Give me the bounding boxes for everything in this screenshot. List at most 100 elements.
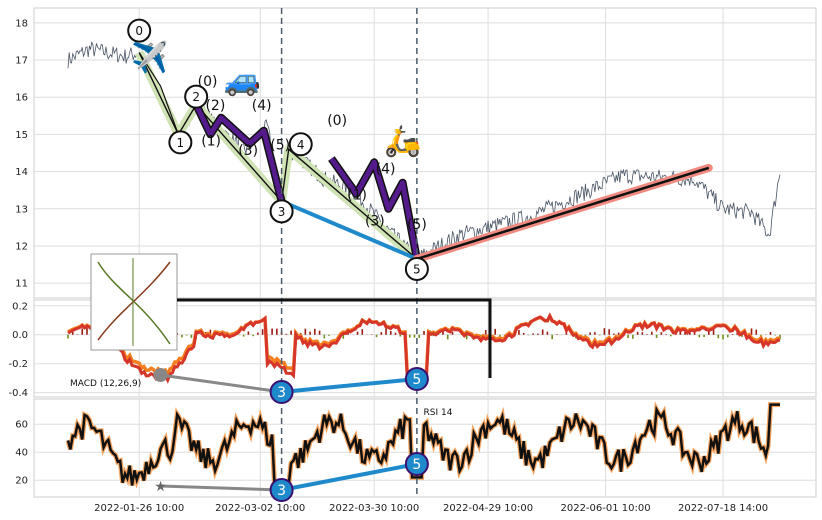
rsi-divergence-label: 3: [277, 483, 286, 499]
macd-histogram-bar: [423, 331, 425, 335]
macd-histogram-bar: [494, 328, 496, 335]
y-tick-label: 14: [15, 167, 28, 178]
macd-histogram-bar: [627, 334, 629, 339]
y-tick-label: 11: [15, 279, 28, 290]
wave-point-marker: [168, 130, 193, 155]
macd-histogram-bar: [670, 334, 672, 337]
macd-grey-line: [160, 373, 282, 394]
wave-point-marker: [288, 132, 313, 157]
macd-panel-label: MACD (12,26,9): [70, 379, 141, 389]
inset-curve: [97, 261, 171, 345]
y-tick-label: 60: [15, 420, 28, 431]
subwave-line: [193, 103, 285, 202]
macd-histogram-bar: [608, 329, 610, 335]
macd-histogram-bar: [304, 328, 307, 335]
macd-histogram-bar: [712, 329, 715, 335]
wave-point-label: 1: [177, 136, 185, 150]
subwave-label: (0): [198, 74, 218, 90]
y-tick-label: -0.4: [8, 388, 28, 399]
x-tick-label: 2022-03-30 10:00: [329, 503, 419, 514]
y-tick-label: -0.2: [8, 359, 28, 370]
macd-histogram-bar: [86, 328, 88, 335]
macd-histogram-bar: [684, 330, 686, 335]
wave-point-label: 3: [278, 205, 286, 219]
wave-leg-0-1: [138, 52, 179, 135]
macd-histogram-bar: [185, 334, 188, 336]
wave-point-marker: [184, 84, 209, 109]
trend-line: [416, 166, 710, 261]
macd-divergence-label: 5: [412, 372, 421, 388]
macd-histogram-bar: [247, 331, 250, 335]
price-panel: [33, 7, 817, 299]
macd-histogram-bar: [693, 331, 696, 335]
main-wave-line: [138, 52, 418, 260]
macd-histogram-bar: [290, 330, 292, 335]
macd-histogram-bar: [276, 328, 278, 335]
macd-histogram-bar: [551, 334, 553, 340]
y-tick-label: 18: [15, 18, 28, 29]
x-tick-label: 2022-06-01 10:00: [560, 503, 650, 514]
macd-histogram-bar: [67, 334, 69, 339]
rsi-divergence-marker: [404, 452, 429, 476]
macd-histogram-bar: [774, 334, 777, 336]
macd-histogram-bar: [465, 334, 468, 340]
macd-histogram-bar: [636, 331, 639, 335]
macd-histogram-bar: [617, 332, 620, 335]
macd-histogram-bar: [537, 333, 539, 335]
macd-histogram-bar: [613, 333, 615, 335]
macd-histogram-bar: [570, 334, 572, 336]
rsi-divergence-marker: [269, 478, 294, 502]
wave-point-label: 4: [297, 138, 305, 152]
macd-histogram-bar: [755, 329, 758, 335]
wave-point-label: 0: [135, 24, 143, 38]
macd-histogram-bar: [181, 334, 183, 338]
subwave-label: (2): [205, 98, 225, 114]
macd-histogram-bar: [190, 334, 193, 338]
macd-histogram-bar: [418, 334, 421, 338]
macd-histogram-bar: [603, 328, 606, 335]
y-tick-label: 0.0: [12, 330, 28, 341]
macd-histogram-bar: [641, 332, 644, 335]
macd-histogram-bar: [432, 334, 435, 337]
macd-histogram-bar: [750, 328, 753, 335]
macd-histogram-bar: [541, 329, 544, 335]
macd-histogram-bar: [646, 334, 648, 335]
macd-histogram-bar: [532, 333, 534, 335]
rsi-grey-line: [160, 484, 282, 492]
subwave-label: (4): [252, 98, 272, 114]
macd-histogram-bar: [484, 330, 487, 335]
y-tick-label: 15: [15, 130, 28, 141]
macd-histogram-bar: [651, 331, 653, 335]
macd-histogram-bar: [722, 334, 724, 340]
wave-point-label: 5: [413, 262, 421, 276]
macd-histogram-bar: [314, 328, 316, 335]
macd-histogram-bar: [347, 332, 349, 335]
macd-histogram-bar: [242, 334, 245, 337]
subwave-label: (3): [238, 143, 258, 159]
scooter-icon: 🛵: [384, 124, 421, 159]
subwave-label: (1): [347, 187, 367, 203]
y-tick-label: 20: [15, 476, 28, 487]
macd-histogram-bar: [328, 334, 330, 336]
macd-histogram-bar: [708, 329, 710, 335]
macd-histogram-bar: [81, 328, 84, 335]
macd-histogram-bar: [399, 334, 402, 337]
macd-histogram-bar: [261, 329, 264, 335]
wave-point-label: 2: [192, 90, 200, 104]
x-tick-label: 2022-03-02 10:00: [215, 503, 305, 514]
x-tick-label: 2022-04-29 10:00: [443, 503, 533, 514]
macd-histogram-bar: [546, 331, 549, 335]
macd-histogram-bar: [698, 334, 701, 338]
macd-bracket-line: [177, 298, 492, 378]
macd-histogram-bar: [413, 334, 416, 338]
macd-histogram-bar: [632, 334, 634, 339]
macd-histogram-bar: [703, 334, 705, 337]
macd-divergence-label: 3: [277, 385, 286, 401]
wave-point-marker: [404, 256, 429, 281]
macd-histogram-bar: [598, 334, 601, 336]
subwave-label: (1): [201, 134, 221, 150]
subwave-label: (5): [270, 137, 290, 153]
macd-histogram-bar: [252, 334, 254, 337]
subwave-line: [329, 157, 420, 260]
